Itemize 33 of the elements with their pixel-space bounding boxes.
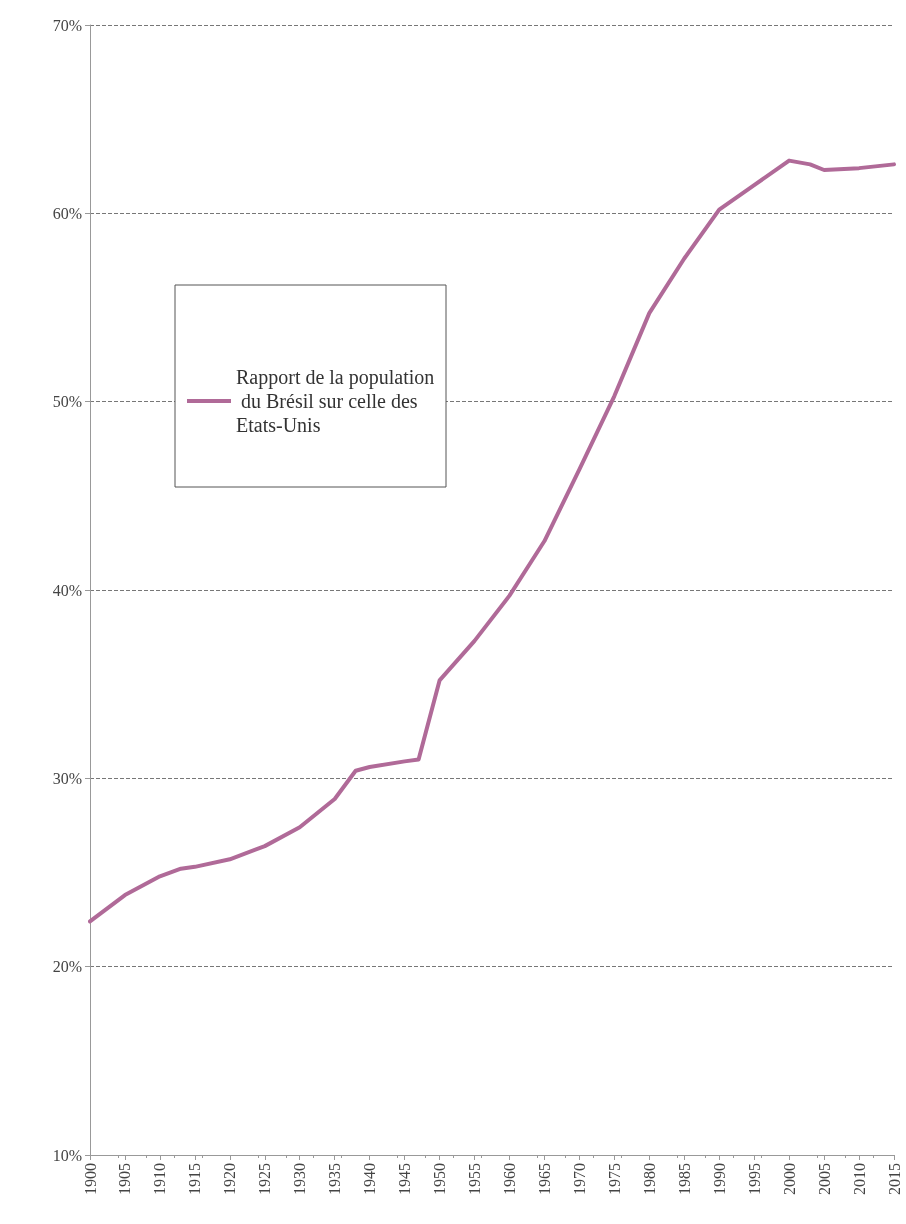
x-tick-label: 1935	[326, 1163, 344, 1195]
x-tick-label: 1915	[186, 1163, 204, 1195]
x-tick-label: 1985	[675, 1163, 693, 1195]
legend-label: Rapport de la population du Brésil sur celle des Etats-Unis	[236, 366, 435, 436]
x-tick-label: 2010	[850, 1163, 868, 1195]
y-tick-label: 60%	[52, 204, 82, 222]
y-tick-label: 30%	[52, 769, 82, 787]
x-tick-label: 2005	[815, 1163, 833, 1195]
line-series	[88, 158, 896, 924]
x-tick-label: 1965	[535, 1163, 553, 1195]
x-tick-label: 1955	[466, 1163, 484, 1195]
x-tick-label: 1920	[221, 1163, 239, 1195]
x-tick-label: 1905	[116, 1163, 134, 1195]
x-tick-label: 1960	[500, 1163, 518, 1195]
x-tick-label: 1980	[640, 1163, 658, 1195]
x-tick-label: 1940	[361, 1163, 379, 1195]
x-tick-label: 1910	[151, 1163, 169, 1195]
y-tick-label: 70%	[52, 16, 82, 34]
y-tick-label: 10%	[52, 1146, 82, 1164]
x-tick-label: 1945	[396, 1163, 414, 1195]
x-tick-label: 1930	[291, 1163, 309, 1195]
x-tick-label: 2000	[780, 1163, 798, 1195]
x-tick-label: 1900	[81, 1163, 99, 1195]
y-tick-label: 40%	[52, 581, 82, 599]
x-tick-label: 1970	[570, 1163, 588, 1195]
x-tick-label: 1950	[431, 1163, 449, 1195]
x-tick-label: 2015	[885, 1163, 903, 1195]
y-tick-label: 50%	[52, 393, 82, 411]
x-tick-label: 1925	[256, 1163, 274, 1195]
x-tick-label: 1990	[710, 1163, 728, 1195]
y-tick-label: 20%	[52, 958, 82, 976]
x-tick-label: 1975	[605, 1163, 623, 1195]
x-tick-label: 1995	[745, 1163, 763, 1195]
